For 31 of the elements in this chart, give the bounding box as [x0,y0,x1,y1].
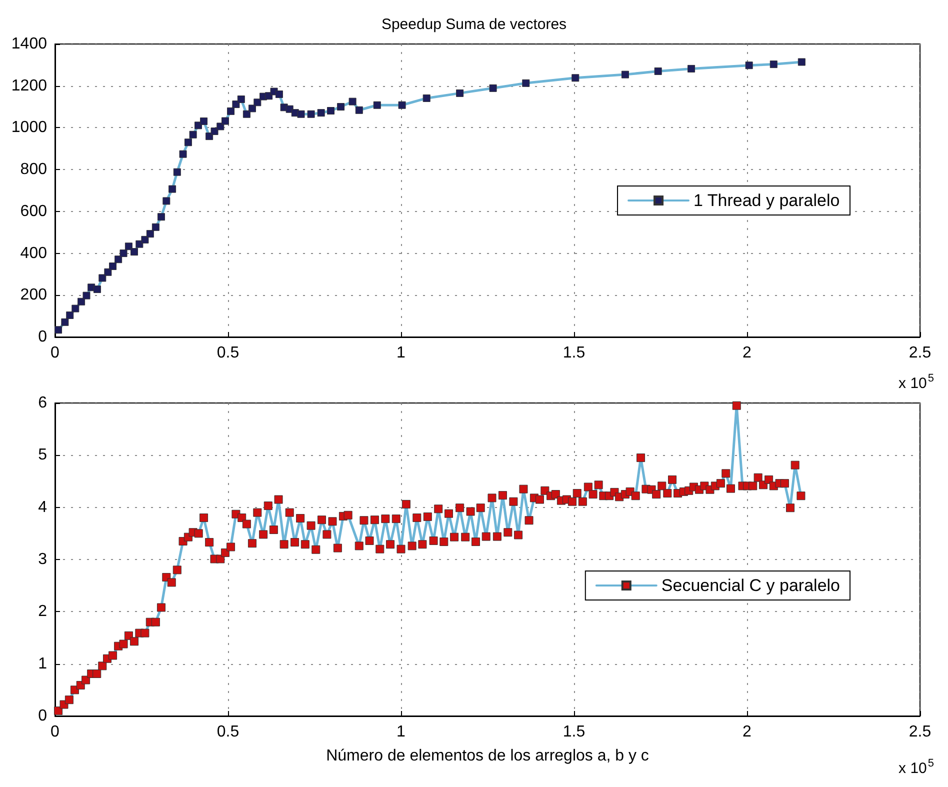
x-tick-label: 1 [396,344,406,362]
x-tick-label: 2 [742,344,752,362]
y-tick-label: 1000 [11,119,48,136]
y-tick-label: 1 [38,655,48,672]
x-tick-label: 0.5 [216,344,240,362]
y-tick-label: 600 [20,202,48,220]
x-tick-label: 1.5 [562,344,586,362]
x-tick-label: 1.5 [562,724,586,740]
y-tick-label: 4 [38,498,48,516]
x-tick-label: 2.5 [908,344,932,362]
x-tick-label: 0 [50,724,60,740]
x-tick-label: 0 [50,344,60,362]
y-tick-label: 2 [38,603,48,620]
x-tick-label: 0.5 [216,724,240,740]
y-tick-label: 3 [38,551,48,568]
y-tick-label: 800 [20,161,48,178]
x-tick-label: 1 [396,724,406,740]
legend-label: 1 Thread y paralelo [694,191,840,210]
y-tick-label: 0 [38,328,48,346]
y-tick-label: 0 [38,708,48,724]
y-tick-label: 200 [20,286,48,304]
y-tick-label: 1200 [11,77,48,94]
legend-label: Secuencial C y paralelo [661,576,840,595]
y-tick-label: 5 [38,446,48,464]
x-axis-title: Número de elementos de los arreglos a, b y c [326,748,649,764]
chart-title: Speedup Suma de vectores [381,16,567,33]
y-tick-label: 1400 [11,36,48,52]
x-tick-label: 2 [742,724,752,740]
x-tick-label: 2.5 [908,724,932,740]
y-tick-label: 400 [20,244,48,262]
y-tick-label: 6 [38,394,48,412]
